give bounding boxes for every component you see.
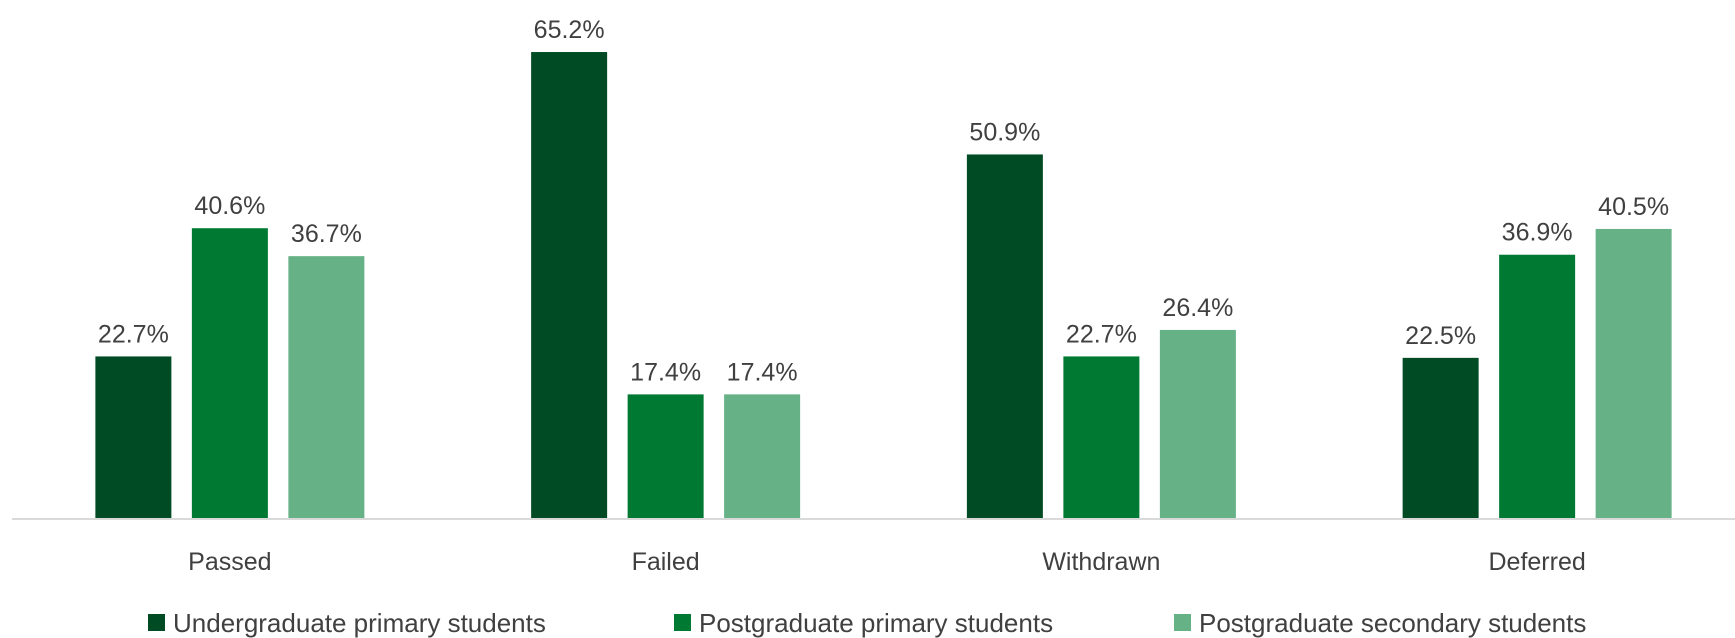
legend-swatch [674,614,691,631]
category-label-withdrawn: Withdrawn [1042,548,1160,576]
category-label-passed: Passed [188,548,271,576]
data-label: 17.4% [630,358,701,386]
bar-deferred-series-2 [1499,254,1576,519]
data-label: 65.2% [534,16,605,44]
legend-label: Postgraduate primary students [699,608,1053,638]
data-label: 22.7% [1066,320,1137,348]
bar-failed-series-3 [724,394,801,519]
bar-passed-series-1 [95,356,172,519]
data-label: 36.9% [1502,219,1573,247]
category-label-deferred: Deferred [1488,548,1585,576]
category-label-failed: Failed [632,548,700,576]
data-label: 40.6% [194,192,265,220]
data-label: 50.9% [969,118,1040,146]
legend-label: Undergraduate primary students [173,608,546,638]
data-label: 36.7% [291,220,362,248]
legend-item-2: Postgraduate primary students [674,608,1053,638]
legend-label: Postgraduate secondary students [1199,608,1586,638]
bar-passed-series-3 [288,256,365,519]
bar-withdrawn-series-3 [1159,329,1236,519]
bar-deferred-series-3 [1595,228,1672,519]
legend-item-3: Postgraduate secondary students [1174,608,1586,638]
data-labels: 22.7% 40.6% 36.7% 65.2% 17.4% 17.4% 50.9% 22.7%… [98,16,1669,386]
data-label: 17.4% [727,358,798,386]
data-label: 40.5% [1598,193,1669,221]
bar-withdrawn-series-1 [966,154,1043,519]
bar-passed-series-2 [191,228,268,520]
bar-withdrawn-series-2 [1063,356,1140,519]
legend: Undergraduate primary students Postgradua… [148,608,1586,638]
bar-failed-series-1 [531,52,608,520]
bars [95,52,1672,520]
legend-swatch [1174,614,1191,631]
data-label: 22.5% [1405,322,1476,350]
bar-deferred-series-1 [1402,357,1479,519]
data-label: 26.4% [1162,294,1233,322]
category-axis-labels: Passed Failed Withdrawn Deferred [188,548,1586,576]
data-label: 22.7% [98,320,169,348]
legend-item-1: Undergraduate primary students [148,608,546,638]
bar-failed-series-2 [627,394,704,519]
legend-swatch [148,614,165,631]
